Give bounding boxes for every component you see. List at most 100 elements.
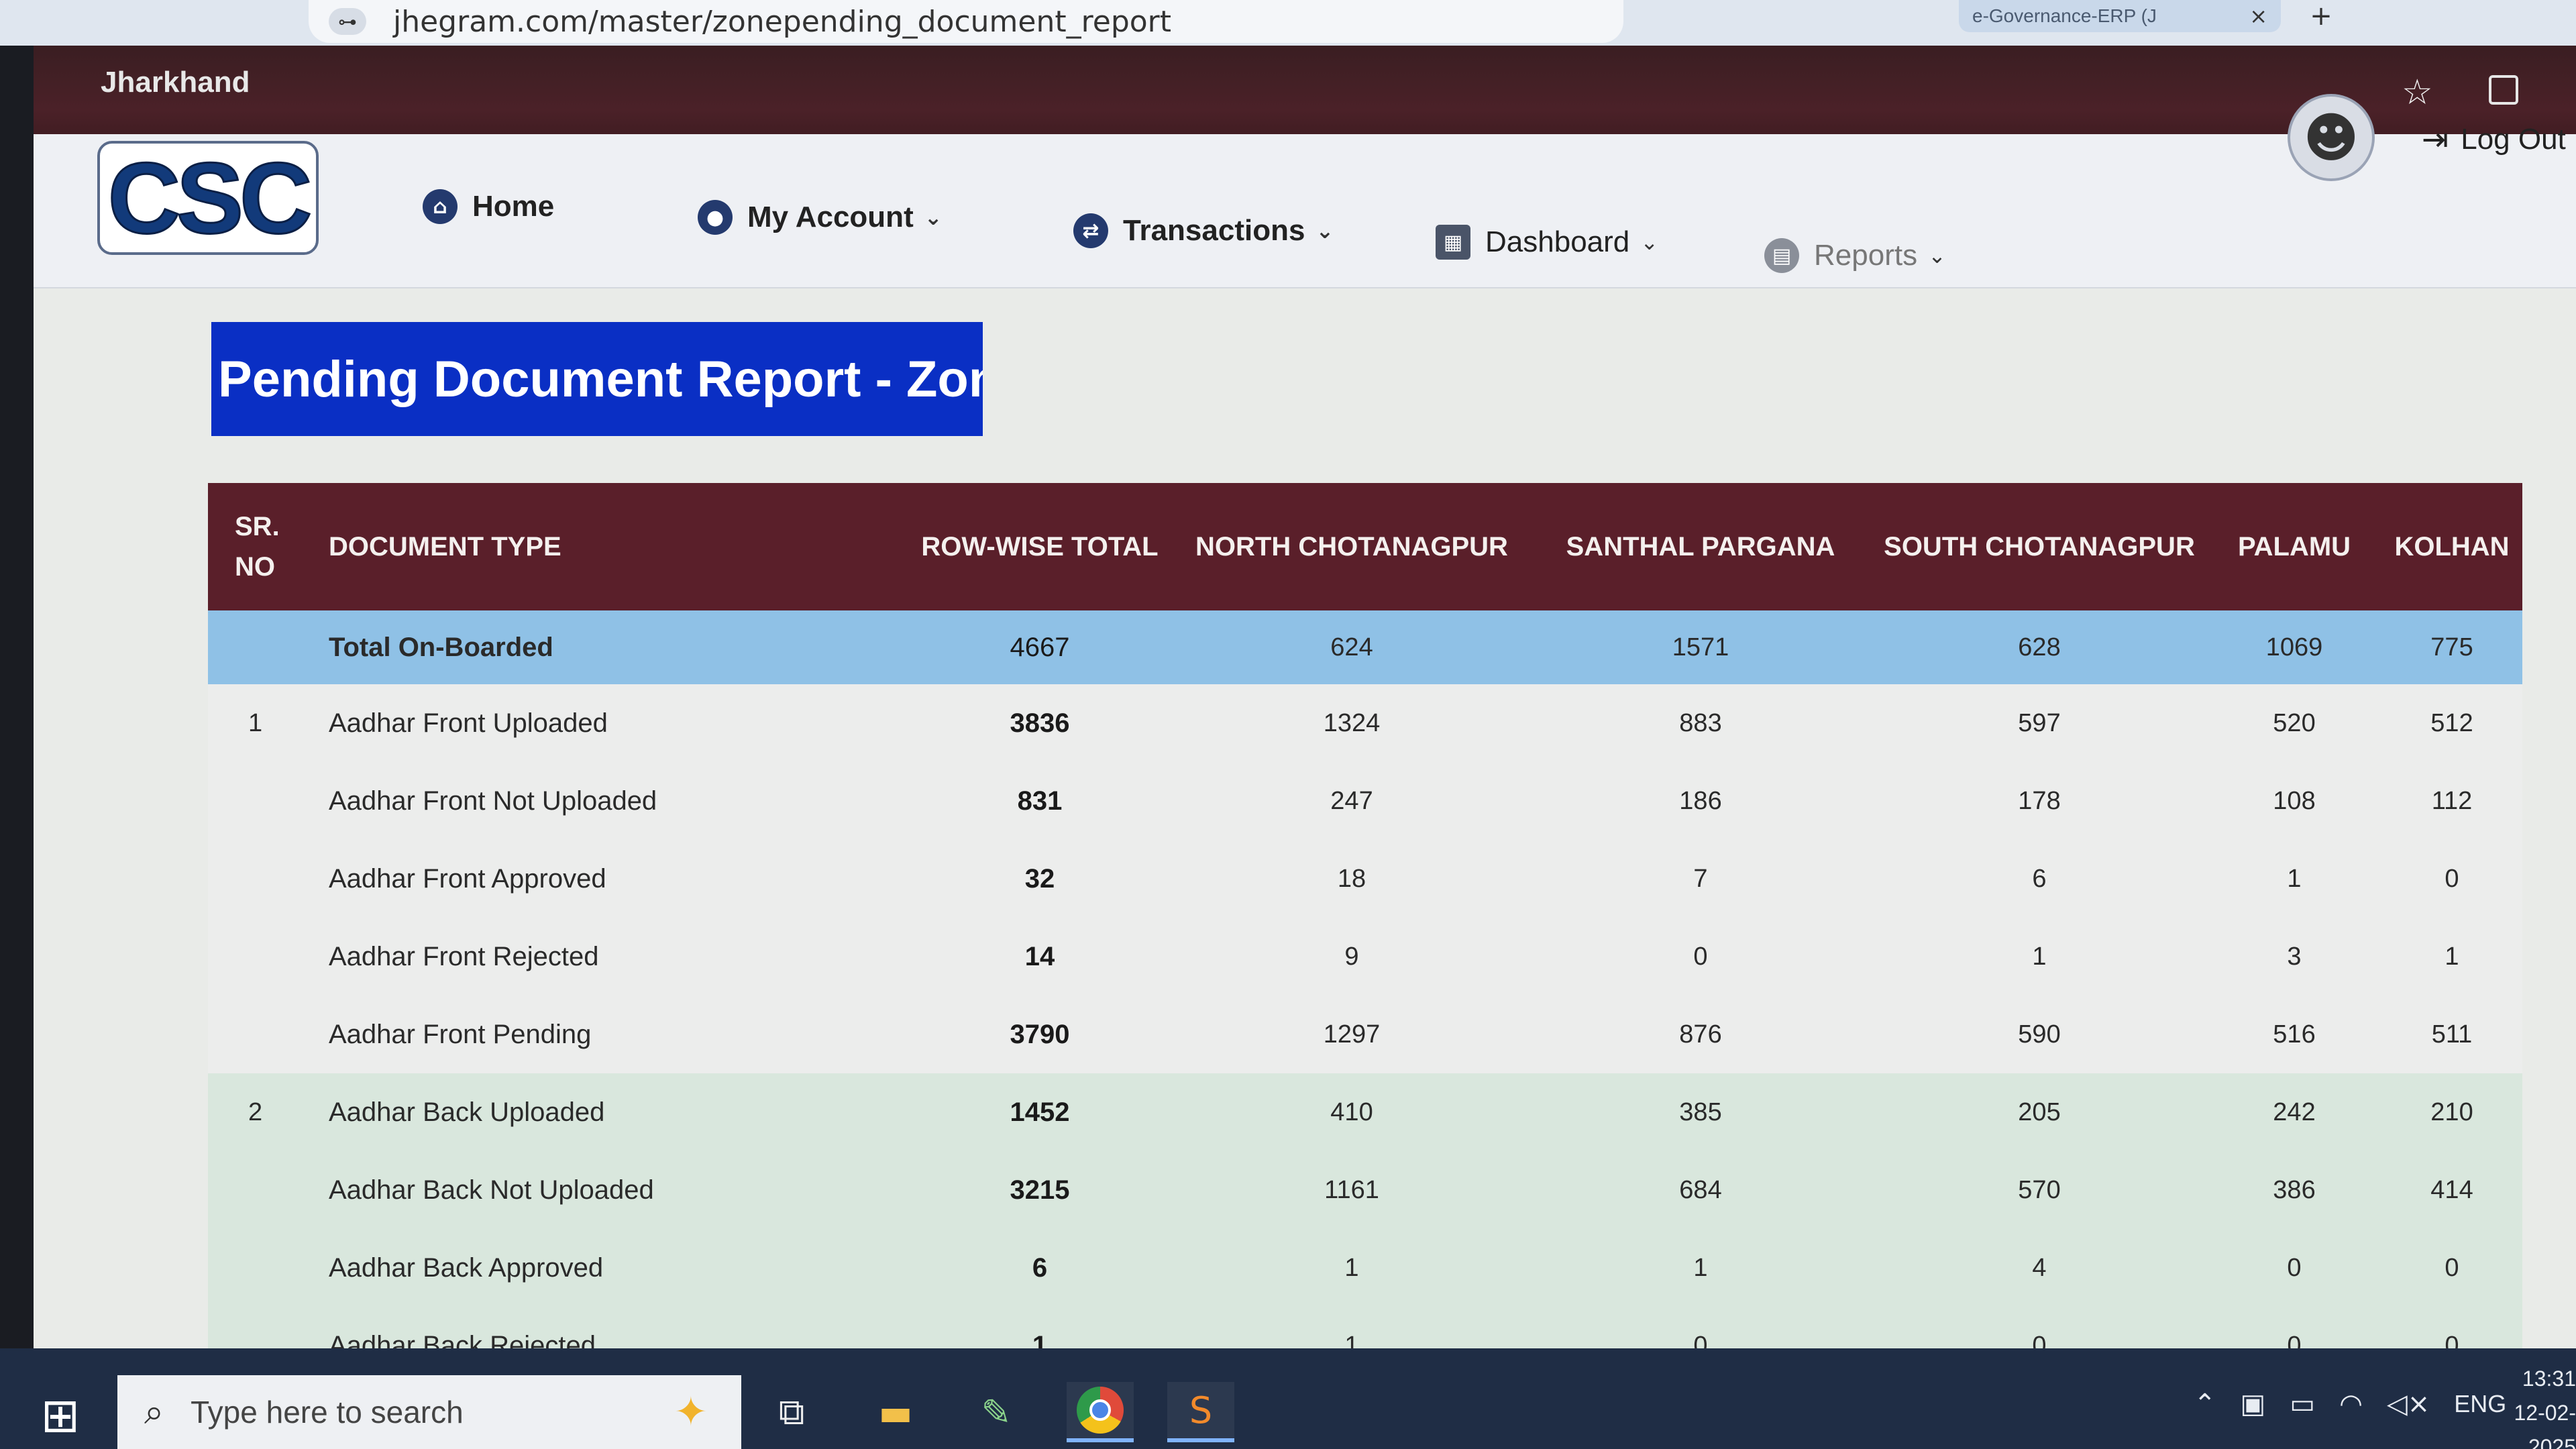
- cell-document-type: Total On-Boarded: [329, 632, 553, 662]
- nav-my-account-label: My Account: [747, 201, 914, 233]
- extensions-icon[interactable]: [2489, 75, 2518, 105]
- cell-sr: [208, 1151, 309, 1229]
- cell-santhal: 7: [1693, 864, 1708, 893]
- taskbar-search-box[interactable]: ⌕ Type here to search ✦: [117, 1375, 741, 1449]
- cell-sr: [208, 610, 309, 684]
- cell-south: 590: [2018, 1020, 2061, 1049]
- state-label: Jharkhand: [101, 66, 250, 99]
- windows-icon[interactable]: ⊞: [40, 1388, 80, 1443]
- chevron-down-icon: ⌄: [1316, 218, 1334, 244]
- table-row: Aadhar Front Approved 32 18 7 6 1 0: [208, 840, 2522, 918]
- site-info-icon[interactable]: ⊶: [329, 8, 366, 35]
- clock[interactable]: 13:31 12-02-2025: [2482, 1362, 2576, 1449]
- cell-north: 624: [1330, 633, 1373, 661]
- header-sr-no: SR. NO: [235, 512, 280, 582]
- nav-dashboard[interactable]: ▦ Dashboard ⌄: [1436, 225, 1658, 260]
- tab-label: e-Governance-ERP (J: [1972, 5, 2157, 26]
- cell-document-type: Aadhar Back Approved: [329, 1252, 604, 1283]
- cell-row-total: 831: [1017, 786, 1063, 816]
- new-tab-button[interactable]: +: [2310, 1, 2332, 32]
- chrome-icon[interactable]: [1067, 1382, 1134, 1442]
- cell-kolhan: 512: [2430, 708, 2473, 737]
- cell-south: 597: [2018, 708, 2061, 737]
- cell-document-type: Aadhar Back Not Uploaded: [329, 1175, 654, 1205]
- logout-button[interactable]: ⇥ Log Out: [2422, 121, 2566, 158]
- notepad-icon[interactable]: ✎: [981, 1391, 1012, 1434]
- cell-row-total: 32: [1024, 863, 1055, 894]
- chevron-up-icon[interactable]: ⌃: [2194, 1389, 2216, 1419]
- header-document-type: DOCUMENT TYPE: [329, 532, 561, 561]
- csc-logo[interactable]: CSC: [97, 140, 319, 255]
- cell-kolhan: 1: [2445, 942, 2459, 971]
- cell-document-type: Aadhar Back Uploaded: [329, 1097, 605, 1127]
- cell-document-type: Aadhar Front Uploaded: [329, 708, 608, 738]
- clock-time: 13:31: [2522, 1366, 2576, 1391]
- browser-tab[interactable]: e-Governance-ERP (J ×: [1959, 0, 2281, 32]
- cell-south: 570: [2018, 1175, 2061, 1204]
- cell-sr: [208, 1229, 309, 1307]
- cell-kolhan: 0: [2445, 864, 2459, 893]
- cell-north: 18: [1337, 864, 1366, 893]
- home-icon: ⌂: [423, 189, 458, 224]
- cell-row-total: 3836: [1010, 708, 1070, 738]
- cell-palamu: 3: [2287, 942, 2302, 971]
- tab-close-icon[interactable]: ×: [2249, 3, 2267, 29]
- header-palamu: PALAMU: [2237, 532, 2351, 561]
- table-row: Aadhar Front Rejected 14 9 0 1 3 1: [208, 918, 2522, 996]
- star-icon[interactable]: ☆: [2402, 72, 2433, 113]
- table-row: 2 Aadhar Back Uploaded 1452 410 385 205 …: [208, 1073, 2522, 1151]
- nav-dashboard-label: Dashboard: [1485, 225, 1630, 258]
- nav-home[interactable]: ⌂ Home: [423, 189, 554, 224]
- nav-my-account[interactable]: ● My Account ⌄: [698, 200, 943, 235]
- search-placeholder: Type here to search: [191, 1395, 464, 1430]
- file-explorer-icon[interactable]: ▬: [878, 1391, 913, 1434]
- logout-icon: ⇥: [2422, 121, 2449, 158]
- cell-row-total: 14: [1024, 941, 1055, 971]
- cell-kolhan: 0: [2445, 1253, 2459, 1282]
- page-body: Pending Document Report - Zone SR. NO DO…: [34, 288, 2576, 1385]
- table-header-row: SR. NO DOCUMENT TYPE ROW-WISE TOTAL NORT…: [208, 483, 2522, 610]
- cell-santhal: 876: [1679, 1020, 1722, 1049]
- header-south-chotanagpur: SOUTH CHOTANAGPUR: [1884, 532, 2195, 561]
- table-row: Aadhar Front Not Uploaded 831 247 186 17…: [208, 762, 2522, 840]
- grid-icon: ▦: [1436, 225, 1470, 260]
- chevron-down-icon: ⌄: [1928, 243, 1946, 268]
- cell-kolhan: 414: [2430, 1175, 2473, 1204]
- cell-north: 1324: [1323, 708, 1381, 737]
- cell-palamu: 386: [2273, 1175, 2316, 1204]
- language-indicator[interactable]: ENG: [2454, 1390, 2507, 1417]
- page-title: Pending Document Report - Zone: [211, 322, 983, 436]
- nav-reports-label: Reports: [1814, 239, 1918, 272]
- pending-document-table: SR. NO DOCUMENT TYPE ROW-WISE TOTAL NORT…: [208, 483, 2522, 1385]
- nav-transactions[interactable]: ⇄ Transactions ⌄: [1073, 213, 1334, 248]
- cell-row-total: 3215: [1010, 1175, 1070, 1205]
- cell-santhal: 883: [1679, 708, 1722, 737]
- sublime-text-icon[interactable]: S: [1167, 1382, 1234, 1442]
- table-row: 1 Aadhar Front Uploaded 3836 1324 883 59…: [208, 684, 2522, 762]
- nav-reports[interactable]: ▤ Reports ⌄: [1764, 238, 1946, 273]
- cell-south: 205: [2018, 1097, 2061, 1126]
- cell-document-type: Aadhar Front Approved: [329, 863, 606, 894]
- cell-santhal: 186: [1679, 786, 1722, 815]
- nav-home-label: Home: [472, 190, 555, 223]
- address-bar[interactable]: ⊶ jhegram.com/master/zonepending_documen…: [309, 0, 1623, 43]
- cell-kolhan: 775: [2430, 633, 2473, 661]
- cell-row-total: 3790: [1010, 1019, 1070, 1049]
- battery-icon[interactable]: ▭: [2290, 1389, 2316, 1419]
- cell-sr: [208, 996, 309, 1073]
- cell-santhal: 0: [1693, 942, 1708, 971]
- search-icon: ⌕: [144, 1391, 164, 1432]
- system-tray: ⌃ ▣ ▭ ◠ ◁× ENG: [2194, 1389, 2506, 1419]
- avatar[interactable]: ☻: [2288, 94, 2375, 181]
- cell-kolhan: 210: [2430, 1097, 2473, 1126]
- cell-north: 1161: [1324, 1175, 1379, 1204]
- cell-sr: 1: [248, 708, 263, 737]
- meet-icon[interactable]: ▣: [2240, 1389, 2266, 1419]
- wifi-icon[interactable]: ◠: [2339, 1389, 2363, 1419]
- task-view-icon[interactable]: ⧉: [778, 1391, 805, 1433]
- cell-palamu: 1: [2287, 864, 2302, 893]
- mute-icon[interactable]: ◁×: [2387, 1389, 2430, 1419]
- cell-sr: [208, 840, 309, 918]
- url-text[interactable]: jhegram.com/master/zonepending_document_…: [393, 4, 1172, 39]
- table-row: Aadhar Front Pending 3790 1297 876 590 5…: [208, 996, 2522, 1073]
